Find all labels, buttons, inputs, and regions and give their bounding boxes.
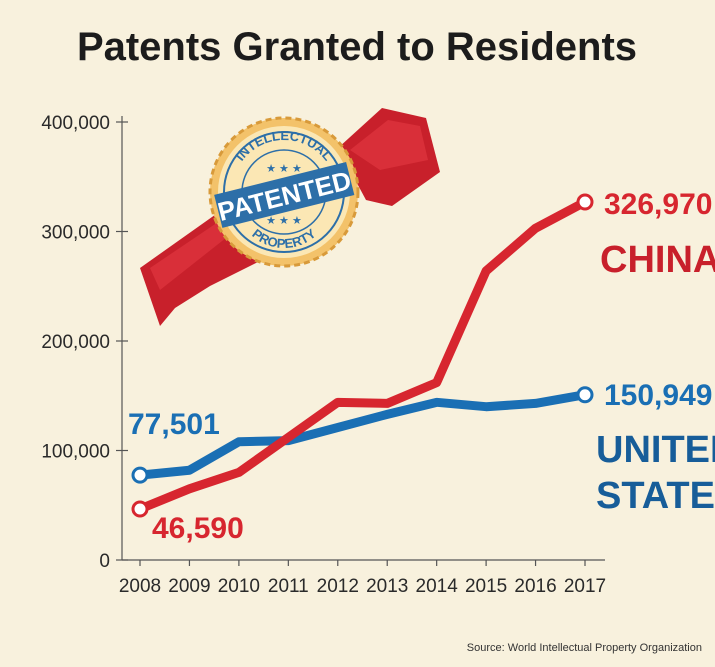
x-tick-label: 2015 [465, 576, 507, 597]
y-tick-label: 0 [99, 551, 110, 572]
patented-seal-icon: INTELLECTUAL PROPERTY ★ ★ ★ ★ ★ ★ PATENT… [140, 108, 440, 326]
y-tick-label: 200,000 [41, 332, 110, 353]
x-tick-label: 2014 [416, 576, 459, 597]
chart-title: Patents Granted to Residents [77, 25, 637, 69]
y-tick-label: 100,000 [41, 442, 110, 463]
us-series-name-line1: UNITED [596, 429, 715, 471]
y-axis: 0 100,000 200,000 300,000 400,000 [41, 113, 128, 572]
x-tick-label: 2010 [218, 576, 260, 597]
us-series-line [135, 390, 590, 480]
x-tick-label: 2008 [119, 576, 161, 597]
china-point-marker [576, 193, 594, 211]
china-series-name: CHINA [600, 239, 715, 281]
seal-banner-icon [214, 162, 355, 228]
x-tick-label: 2011 [268, 576, 309, 597]
us-point-marker [131, 466, 149, 484]
china-series-line [135, 197, 590, 514]
x-tick-label: 2017 [564, 576, 606, 597]
series-layer [131, 193, 594, 518]
ribbon-left-highlight-icon [150, 214, 236, 290]
y-tick-label: 300,000 [41, 223, 110, 244]
x-tick-label: 2012 [317, 576, 359, 597]
china-point-marker [131, 500, 149, 518]
x-tick-label: 2016 [514, 576, 556, 597]
china-end-value-label: 326,970 [604, 188, 712, 221]
us-end-value-label: 150,949 [604, 379, 712, 412]
source-note: Source: World Intellectual Property Orga… [467, 642, 702, 654]
seal-stars-top: ★ ★ ★ [266, 163, 302, 175]
seal-stars-bottom: ★ ★ ★ [266, 215, 302, 227]
ribbon-right-highlight-icon [350, 120, 428, 170]
us-point-marker [576, 386, 594, 404]
y-tick-label: 400,000 [41, 113, 110, 134]
x-tick-label: 2013 [366, 576, 408, 597]
x-tick-label: 2009 [168, 576, 210, 597]
us-start-value-label: 77,501 [128, 408, 220, 441]
x-axis: 2008 2009 2010 2011 2012 2013 2014 2015 2016 2017 [119, 559, 606, 597]
china-start-value-label: 46,590 [152, 512, 244, 545]
